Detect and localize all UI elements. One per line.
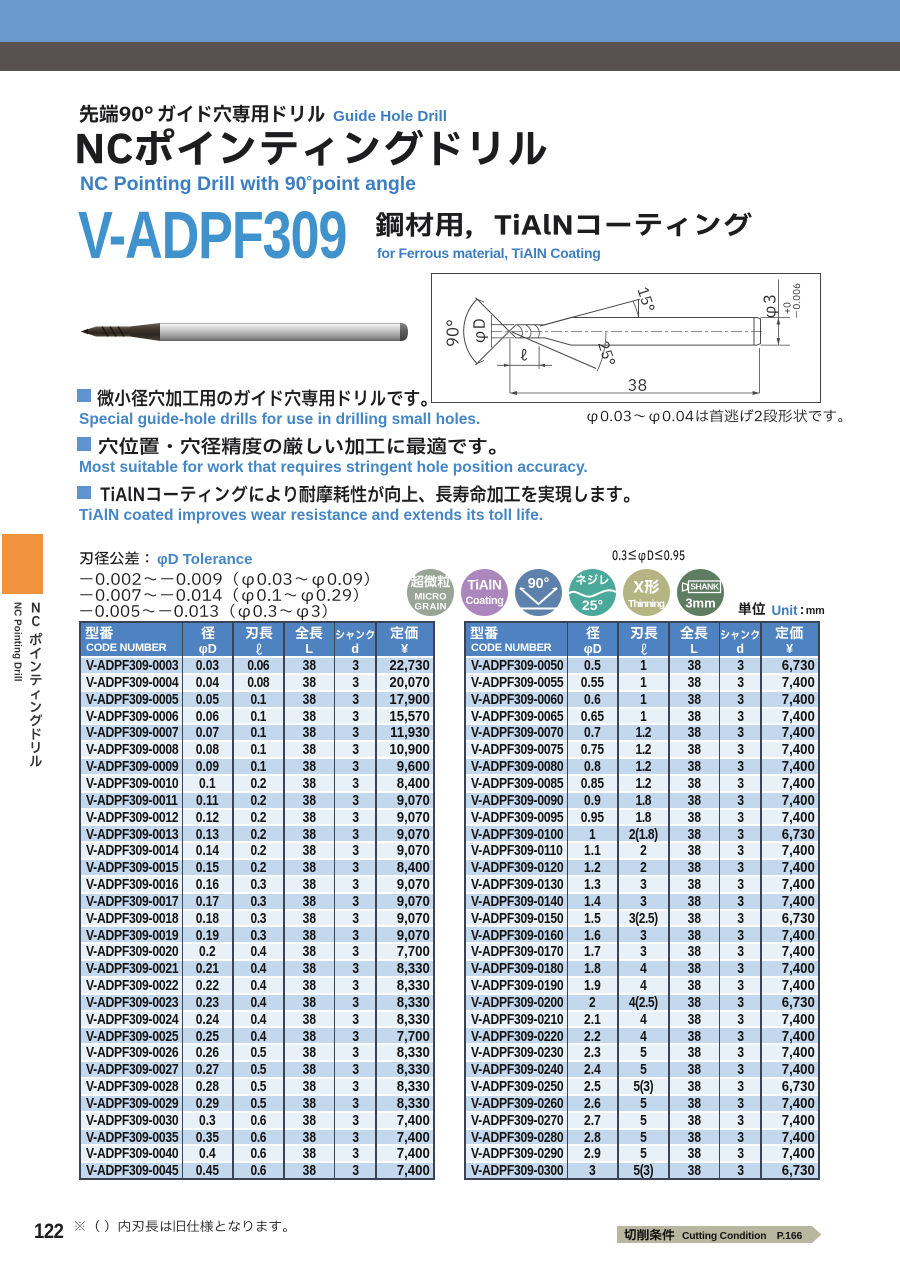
svg-text:90°: 90° xyxy=(527,576,549,592)
svg-text:Coating: Coating xyxy=(465,595,503,607)
svg-text:Thinning: Thinning xyxy=(628,598,665,610)
svg-text:GRAIN: GRAIN xyxy=(414,601,446,612)
svg-text:SHANK: SHANK xyxy=(690,582,720,592)
svg-text:TiAlN: TiAlN xyxy=(467,578,502,593)
svg-text:3mm: 3mm xyxy=(685,596,715,611)
svg-text:25°: 25° xyxy=(581,597,602,613)
svg-text:MICRO: MICRO xyxy=(414,591,446,602)
